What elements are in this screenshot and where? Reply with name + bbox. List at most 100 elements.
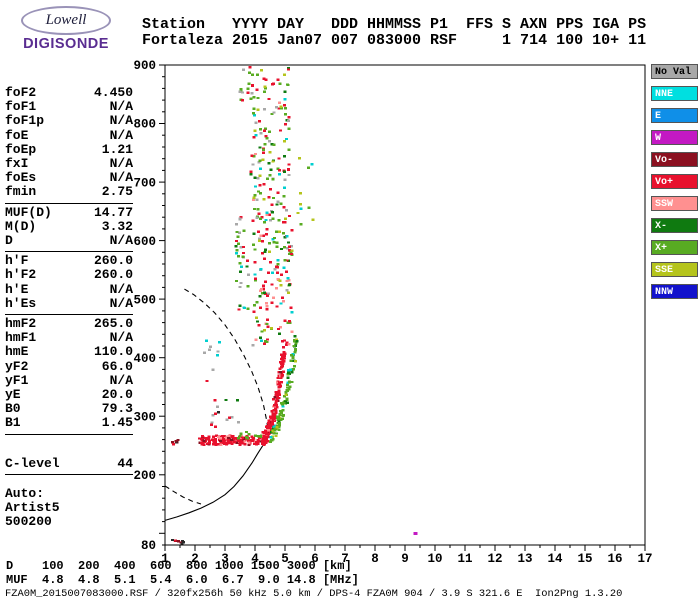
param-separator	[5, 433, 133, 435]
plot-border	[164, 64, 646, 546]
param-label: foE	[5, 127, 29, 143]
param-value: 265.0	[93, 316, 133, 332]
param-row: hmF1 N/A	[5, 331, 133, 345]
param-row: h'F 260.0	[5, 254, 133, 268]
legend-item: No Val	[651, 64, 698, 79]
legend-item: NNW	[651, 284, 698, 299]
param-value: N/A	[109, 330, 133, 346]
lowell-logo-ellipse: Lowell	[21, 6, 111, 35]
svg-text:200: 200	[133, 469, 156, 483]
param-label: h'F2	[5, 267, 37, 283]
param-label: yF2	[5, 358, 29, 374]
param-value: 66.0	[101, 358, 133, 374]
param-label: D	[5, 233, 13, 249]
svg-text:5: 5	[281, 552, 289, 566]
svg-text:6: 6	[311, 552, 319, 566]
param-row: yF1 N/A	[5, 372, 133, 388]
param-row: foEp 1.21	[5, 142, 133, 157]
param-value: 110.0	[93, 344, 133, 360]
param-value: 260.0	[93, 253, 133, 269]
param-label: foF1	[5, 99, 37, 115]
param-row: foE N/A	[5, 127, 133, 143]
param-row: yE 20.0	[5, 387, 133, 403]
param-label: fxI	[5, 156, 29, 172]
status-line: FZA0M_2015007083000.RSF / 320fx256h 50 k…	[5, 588, 623, 600]
svg-text:3: 3	[221, 552, 229, 566]
svg-text:11: 11	[457, 552, 472, 566]
param-label: yF1	[5, 372, 29, 388]
svg-text:13: 13	[517, 552, 532, 566]
param-value: N/A	[109, 99, 133, 115]
svg-text:8: 8	[371, 552, 379, 566]
parameters-panel: foF2 4.450 foF1 N/A foF1p N/A foE N/A foEp 1.21 fx…	[5, 85, 133, 530]
param-row: yF2 66.0	[5, 358, 133, 374]
autoscaling-info-line: 500200	[5, 514, 52, 530]
param-label: fmin	[5, 184, 37, 200]
legend-item: X+	[651, 240, 698, 255]
param-value: N/A	[109, 113, 133, 129]
param-row: B0 79.3	[5, 402, 133, 416]
echo-points	[170, 66, 418, 545]
svg-text:4: 4	[251, 552, 259, 566]
param-value: 20.0	[101, 387, 133, 403]
param-row: C-level 44	[5, 455, 133, 471]
param-separator	[5, 314, 133, 316]
param-label: h'F	[5, 253, 29, 269]
param-label: C-level	[5, 455, 60, 471]
param-separator	[5, 473, 133, 475]
dmuf-table: D 100 200 400 600 800 1000 1500 3000 [km…	[6, 559, 359, 587]
param-group: hmF2 265.0 hmF1 N/A hmE 110.0 yF2 66.0 yF1 N/A yE 2…	[5, 316, 133, 431]
param-label: M(D)	[5, 218, 37, 234]
param-row: foF2 4.450	[5, 85, 133, 100]
isolated-echo-point	[413, 531, 418, 535]
autoscaling-info-line: Auto:	[5, 485, 45, 501]
svg-text:9: 9	[401, 552, 409, 566]
d-distance-row: D 100 200 400 600 800 1000 1500 3000 [km…	[6, 559, 352, 573]
svg-text:400: 400	[133, 352, 156, 366]
param-row: foEs N/A	[5, 171, 133, 185]
param-label: hmF2	[5, 316, 37, 332]
legend-item: E	[651, 108, 698, 123]
param-row: fxI N/A	[5, 156, 133, 172]
autoscaling-info-line: Artist5	[5, 500, 60, 516]
param-label: MUF(D)	[5, 204, 52, 220]
param-value: 1.45	[101, 415, 133, 431]
param-row: h'E N/A	[5, 282, 133, 297]
svg-text:500: 500	[133, 293, 156, 307]
lowell-digisonde-logo: Lowell DIGISONDE	[10, 6, 122, 52]
legend-item: SSE	[651, 262, 698, 277]
param-row: h'F2 260.0	[5, 268, 133, 282]
param-label: h'Es	[5, 295, 37, 311]
param-separator	[5, 202, 133, 204]
param-row: fmin 2.75	[5, 185, 133, 199]
param-group: MUF(D) 14.77 M(D) 3.32 D N/A	[5, 204, 133, 249]
param-value: N/A	[109, 295, 133, 311]
header-line-1: Station YYYY DAY DDD HHMMSS P1 FFS S AXN…	[142, 16, 647, 33]
station-header: Station YYYY DAY DDD HHMMSS P1 FFS S AXN…	[142, 17, 646, 49]
header-line-2: Fortaleza 2015 Jan07 007 083000 RSF 1 71…	[142, 32, 647, 49]
param-value: N/A	[109, 156, 133, 172]
param-value: 14.77	[93, 204, 133, 220]
legend-item: X-	[651, 218, 698, 233]
param-group: C-level 44	[5, 455, 133, 471]
svg-text:2: 2	[191, 552, 199, 566]
param-row: B1 1.45	[5, 416, 133, 430]
param-value: N/A	[109, 372, 133, 388]
param-row: h'Es N/A	[5, 295, 133, 311]
param-label: foF2	[5, 85, 37, 100]
svg-text:14: 14	[547, 552, 563, 566]
legend-item: NNE	[651, 86, 698, 101]
param-group: h'F 260.0 h'F2 260.0 h'E N/A h'Es N/A	[5, 254, 133, 311]
param-label: foF1p	[5, 113, 45, 129]
param-value: 44	[117, 455, 133, 471]
param-value: 260.0	[93, 267, 133, 283]
param-label: hmE	[5, 344, 29, 360]
svg-text:700: 700	[133, 176, 156, 190]
param-value: 2.75	[101, 184, 133, 200]
svg-text:7: 7	[341, 552, 349, 566]
param-label: yE	[5, 387, 21, 403]
axis-ticks	[159, 64, 646, 551]
